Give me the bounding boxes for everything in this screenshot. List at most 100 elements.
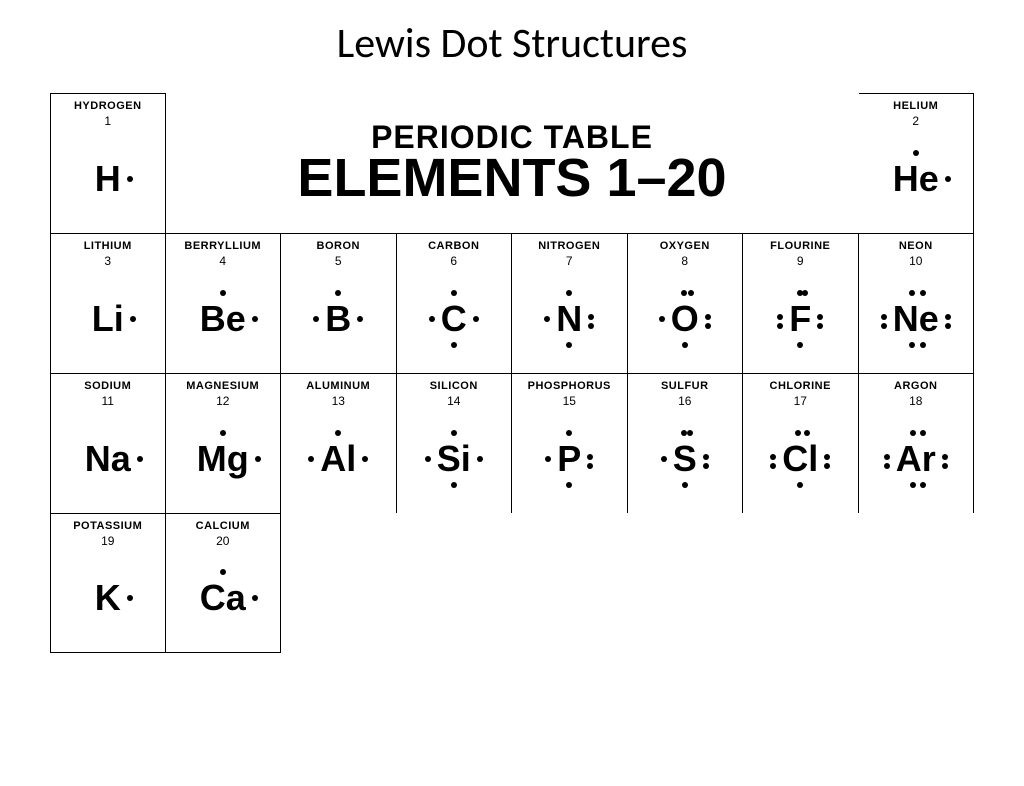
element-cell: BERRYLLIUM4Be [166, 233, 282, 373]
element-name: OXYGEN [660, 240, 710, 252]
electron-dot [770, 454, 776, 460]
element-name: NITROGEN [538, 240, 600, 252]
element-cell: FLOURINE9F [743, 233, 859, 373]
electron-dot [335, 430, 341, 436]
electron-dot [566, 342, 572, 348]
electron-dot [220, 430, 226, 436]
electron-dot [797, 482, 803, 488]
element-number: 11 [102, 394, 114, 408]
element-symbol: K [95, 577, 121, 618]
element-name: HELIUM [893, 100, 938, 112]
electron-dot [881, 323, 887, 329]
element-name: LITHIUM [84, 240, 132, 252]
element-symbol: Cl [782, 438, 818, 479]
page-title: Lewis Dot Structures [0, 18, 1024, 69]
element-name: SODIUM [84, 380, 131, 392]
electron-dot [884, 463, 890, 469]
element-number: 1 [104, 114, 111, 128]
element-name: FLOURINE [770, 240, 830, 252]
element-number: 6 [450, 254, 457, 268]
lewis-structure: S [630, 408, 741, 509]
electron-dot [884, 454, 890, 460]
element-cell: NEON10Ne [859, 233, 975, 373]
lewis-structure: Cl [745, 408, 856, 509]
element-number: 15 [563, 394, 576, 408]
element-number: 16 [678, 394, 691, 408]
electron-dot [945, 176, 951, 182]
element-number: 10 [909, 254, 922, 268]
electron-dot [682, 342, 688, 348]
electron-dot [703, 454, 709, 460]
electron-dot [587, 454, 593, 460]
electron-dot [770, 463, 776, 469]
electron-dot [473, 316, 479, 322]
element-cell: HYDROGEN 1H [50, 93, 166, 233]
lewis-structure: Li [53, 268, 163, 369]
periodic-table: PERIODIC TABLE ELEMENTS 1–20 HYDROGEN1HH… [50, 93, 974, 653]
element-cell: SILICON14Si [397, 373, 513, 513]
element-cell: SODIUM 11Na [50, 373, 166, 513]
electron-dot [910, 430, 916, 436]
electron-dot [817, 314, 823, 320]
element-name: HYDROGEN [74, 100, 142, 112]
electron-dot [220, 290, 226, 296]
element-name: SULFUR [661, 380, 709, 392]
electron-dot [545, 456, 551, 462]
electron-dot [130, 316, 136, 322]
element-name: NEON [899, 240, 933, 252]
electron-dot [451, 290, 457, 296]
electron-dot [681, 290, 687, 296]
element-number: 4 [219, 254, 226, 268]
element-cell: LITHIUM 3Li [50, 233, 166, 373]
element-cell: ALUMINUM13Al [281, 373, 397, 513]
element-number: 8 [681, 254, 688, 268]
element-number: 12 [216, 394, 229, 408]
electron-dot [920, 430, 926, 436]
lewis-structure: O [630, 268, 741, 369]
electron-dot [252, 316, 258, 322]
electron-dot [544, 316, 550, 322]
electron-dot [335, 290, 341, 296]
lewis-structure: H [53, 128, 163, 229]
electron-dot [777, 323, 783, 329]
lewis-structure: Na [53, 408, 163, 509]
electron-dot [425, 456, 431, 462]
element-cell: PHOSPHORUS15P [512, 373, 628, 513]
electron-dot [942, 463, 948, 469]
element-symbol: B [325, 298, 351, 339]
banner-line2: ELEMENTS 1–20 [297, 153, 726, 204]
element-symbol: P [557, 438, 581, 479]
lewis-structure: C [399, 268, 510, 369]
element-name: ARGON [894, 380, 937, 392]
element-number: 7 [566, 254, 573, 268]
element-name: ALUMINUM [306, 380, 370, 392]
electron-dot [913, 150, 919, 156]
electron-dot [451, 430, 457, 436]
lewis-structure: Al [283, 408, 394, 509]
electron-dot [777, 314, 783, 320]
electron-dot [795, 430, 801, 436]
element-symbol: F [789, 298, 811, 339]
element-symbol: Mg [197, 438, 249, 479]
electron-dot [705, 314, 711, 320]
element-symbol: Si [437, 438, 471, 479]
element-number: 19 [101, 534, 114, 548]
element-name: POTASSIUM [73, 520, 142, 532]
electron-dot [945, 323, 951, 329]
element-cell: BORON5B [281, 233, 397, 373]
electron-dot [687, 430, 693, 436]
electron-dot [477, 456, 483, 462]
lewis-structure: He [861, 128, 972, 229]
element-symbol: He [893, 158, 939, 199]
element-cell: HELIUM2He [859, 93, 975, 233]
electron-dot [802, 290, 808, 296]
element-cell: MAGNESIUM 12 Mg [166, 373, 282, 513]
electron-dot [797, 342, 803, 348]
element-name: MAGNESIUM [186, 380, 259, 392]
element-number: 3 [104, 254, 111, 268]
electron-dot [920, 482, 926, 488]
electron-dot [682, 482, 688, 488]
electron-dot [308, 456, 314, 462]
element-name: SILICON [430, 380, 478, 392]
lewis-structure: Ar [861, 408, 972, 509]
